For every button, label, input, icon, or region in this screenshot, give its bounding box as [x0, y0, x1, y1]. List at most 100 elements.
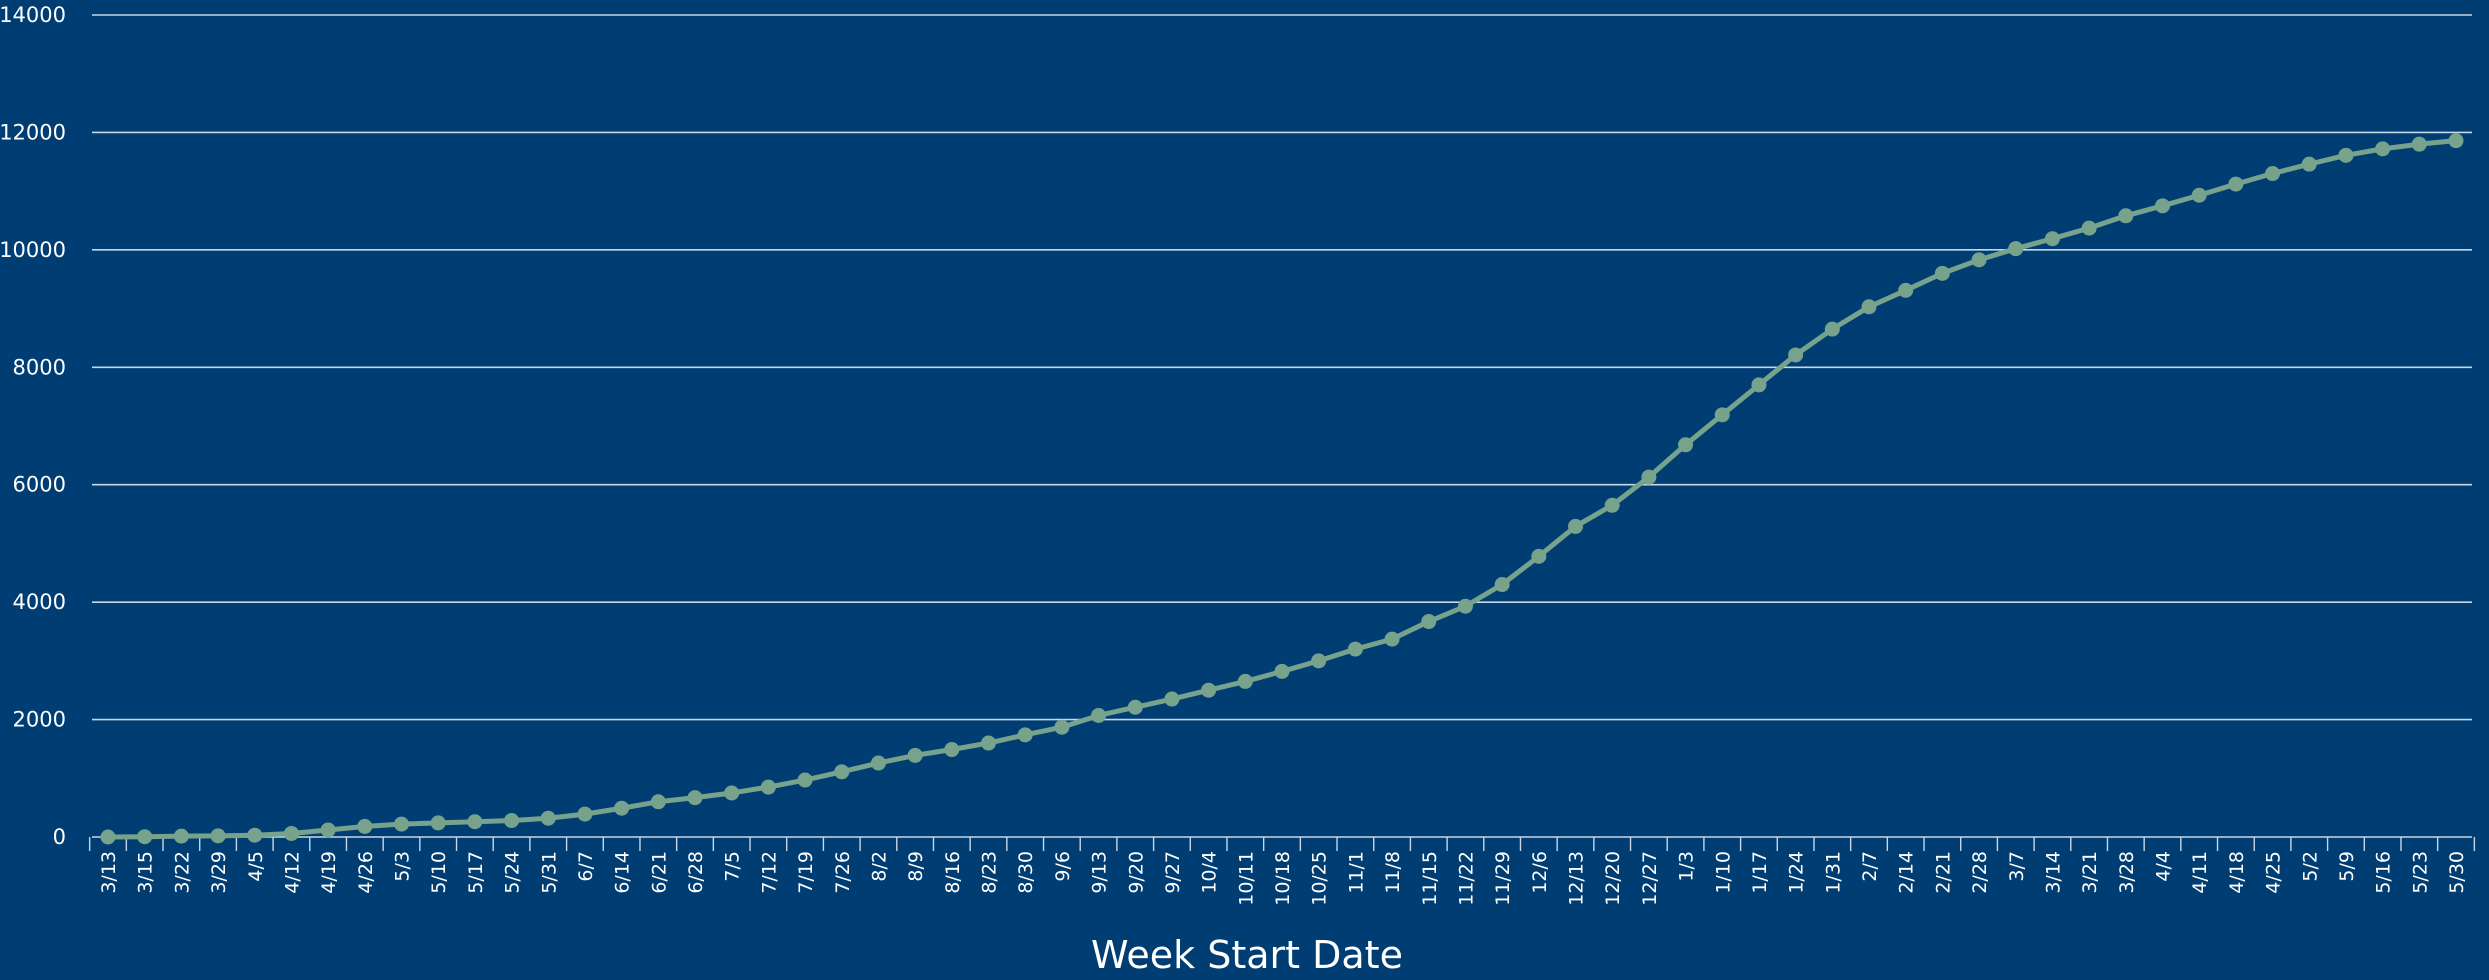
data-point — [1164, 691, 1180, 707]
x-tick-label: 5/23 — [2409, 851, 2431, 894]
data-point — [1201, 682, 1217, 698]
data-point — [137, 829, 153, 845]
data-point — [577, 806, 593, 822]
data-point — [1347, 641, 1363, 657]
data-point — [1531, 548, 1547, 564]
data-point — [2044, 231, 2060, 247]
series-layer — [100, 133, 2464, 845]
x-tick-label: 7/19 — [795, 851, 817, 894]
data-point — [2338, 147, 2354, 163]
x-tick-label: 4/11 — [2189, 851, 2211, 894]
x-tick-label: 10/25 — [1309, 851, 1331, 906]
data-point — [1604, 497, 1620, 513]
x-tick-label: 11/22 — [1455, 851, 1477, 906]
x-tick-label: 5/10 — [428, 851, 450, 894]
data-point — [1384, 631, 1400, 647]
data-point — [1091, 707, 1107, 723]
data-point — [1568, 518, 1583, 534]
x-tick-label: 3/21 — [2079, 851, 2101, 894]
data-point — [797, 772, 813, 788]
y-tick-label: 4000 — [13, 590, 66, 614]
data-point — [981, 735, 996, 751]
x-tick-label: 11/1 — [1345, 851, 1367, 894]
data-point — [173, 828, 189, 844]
y-tick-label: 6000 — [13, 473, 66, 497]
x-tick-label: 7/5 — [722, 851, 744, 882]
x-tick-label: 9/27 — [1162, 851, 1184, 894]
x-tick-label: 8/16 — [942, 851, 964, 894]
x-tick-label: 10/4 — [1199, 851, 1221, 894]
x-tick-label: 6/7 — [575, 851, 597, 882]
data-point — [1934, 265, 1950, 281]
x-tick-label: 8/23 — [979, 851, 1001, 894]
data-point — [100, 829, 116, 845]
x-tick-label: 12/6 — [1529, 851, 1551, 894]
x-tick-label: 2/7 — [1859, 851, 1881, 882]
x-tick-label: 3/29 — [208, 851, 230, 894]
x-tick-label: 3/7 — [2006, 851, 2028, 882]
data-point — [540, 810, 556, 826]
data-point — [1751, 377, 1767, 393]
x-tick-label: 10/11 — [1235, 851, 1257, 906]
x-tick-label: 10/18 — [1272, 851, 1294, 906]
x-tick-label: 4/12 — [281, 851, 303, 894]
y-tick-label: 8000 — [13, 355, 66, 379]
x-tick-label: 5/16 — [2373, 851, 2395, 894]
data-point — [1017, 727, 1033, 743]
data-point — [1054, 719, 1070, 735]
data-point — [870, 755, 886, 771]
data-point — [834, 764, 850, 780]
data-point — [650, 794, 666, 810]
data-point — [467, 814, 483, 830]
x-tick-label: 11/15 — [1419, 851, 1441, 906]
x-tick-label: 1/31 — [1822, 851, 1844, 894]
y-tick-label: 14000 — [0, 3, 66, 27]
x-tick-label: 9/20 — [1125, 851, 1147, 894]
data-point — [394, 816, 409, 832]
data-point — [2008, 241, 2024, 257]
y-tick-label: 10000 — [0, 238, 66, 262]
x-tick-label: 5/30 — [2446, 851, 2468, 894]
x-tick-label: 9/6 — [1052, 851, 1074, 882]
x-tick-label: 4/5 — [245, 851, 267, 882]
data-point — [2411, 136, 2427, 152]
data-point — [907, 747, 923, 763]
x-tick-label: 9/13 — [1089, 851, 1111, 894]
data-point — [2228, 176, 2244, 192]
x-tick-label: 5/3 — [392, 851, 414, 882]
data-point — [2375, 141, 2391, 157]
x-tick-label: 8/30 — [1015, 851, 1037, 894]
x-tick-label: 12/20 — [1602, 851, 1624, 906]
x-tick-label: 6/21 — [648, 851, 670, 894]
data-point — [2448, 133, 2464, 149]
x-tick-label: 12/13 — [1566, 851, 1588, 906]
data-point — [2118, 208, 2134, 224]
data-point — [1641, 469, 1657, 485]
x-tick-label: 1/10 — [1712, 851, 1734, 894]
y-tick-label: 0 — [53, 825, 66, 849]
data-point — [1274, 663, 1290, 679]
data-point — [1237, 673, 1253, 689]
x-tick-label: 4/26 — [355, 851, 377, 894]
data-point — [2155, 198, 2170, 214]
data-point — [944, 742, 960, 758]
x-tick-label: 12/27 — [1639, 851, 1661, 906]
data-point — [2191, 187, 2207, 203]
gridlines — [92, 14, 2472, 838]
x-tick-label: 2/28 — [1969, 851, 1991, 894]
x-tick-label: 4/19 — [318, 851, 340, 894]
x-tick-label: 7/26 — [832, 851, 854, 894]
y-tick-label: 2000 — [13, 708, 66, 732]
y-tick-label: 12000 — [0, 120, 66, 144]
data-point — [357, 818, 373, 834]
x-tick-label: 4/25 — [2263, 851, 2285, 894]
data-point — [210, 828, 226, 844]
x-tick-label: 8/9 — [905, 851, 927, 882]
data-point — [724, 785, 740, 801]
x-tick-label: 3/28 — [2116, 851, 2138, 894]
data-point — [2081, 220, 2097, 236]
x-tick-label: 1/3 — [1676, 851, 1698, 882]
x-tick-label: 3/14 — [2042, 851, 2064, 894]
data-point — [1861, 299, 1877, 315]
